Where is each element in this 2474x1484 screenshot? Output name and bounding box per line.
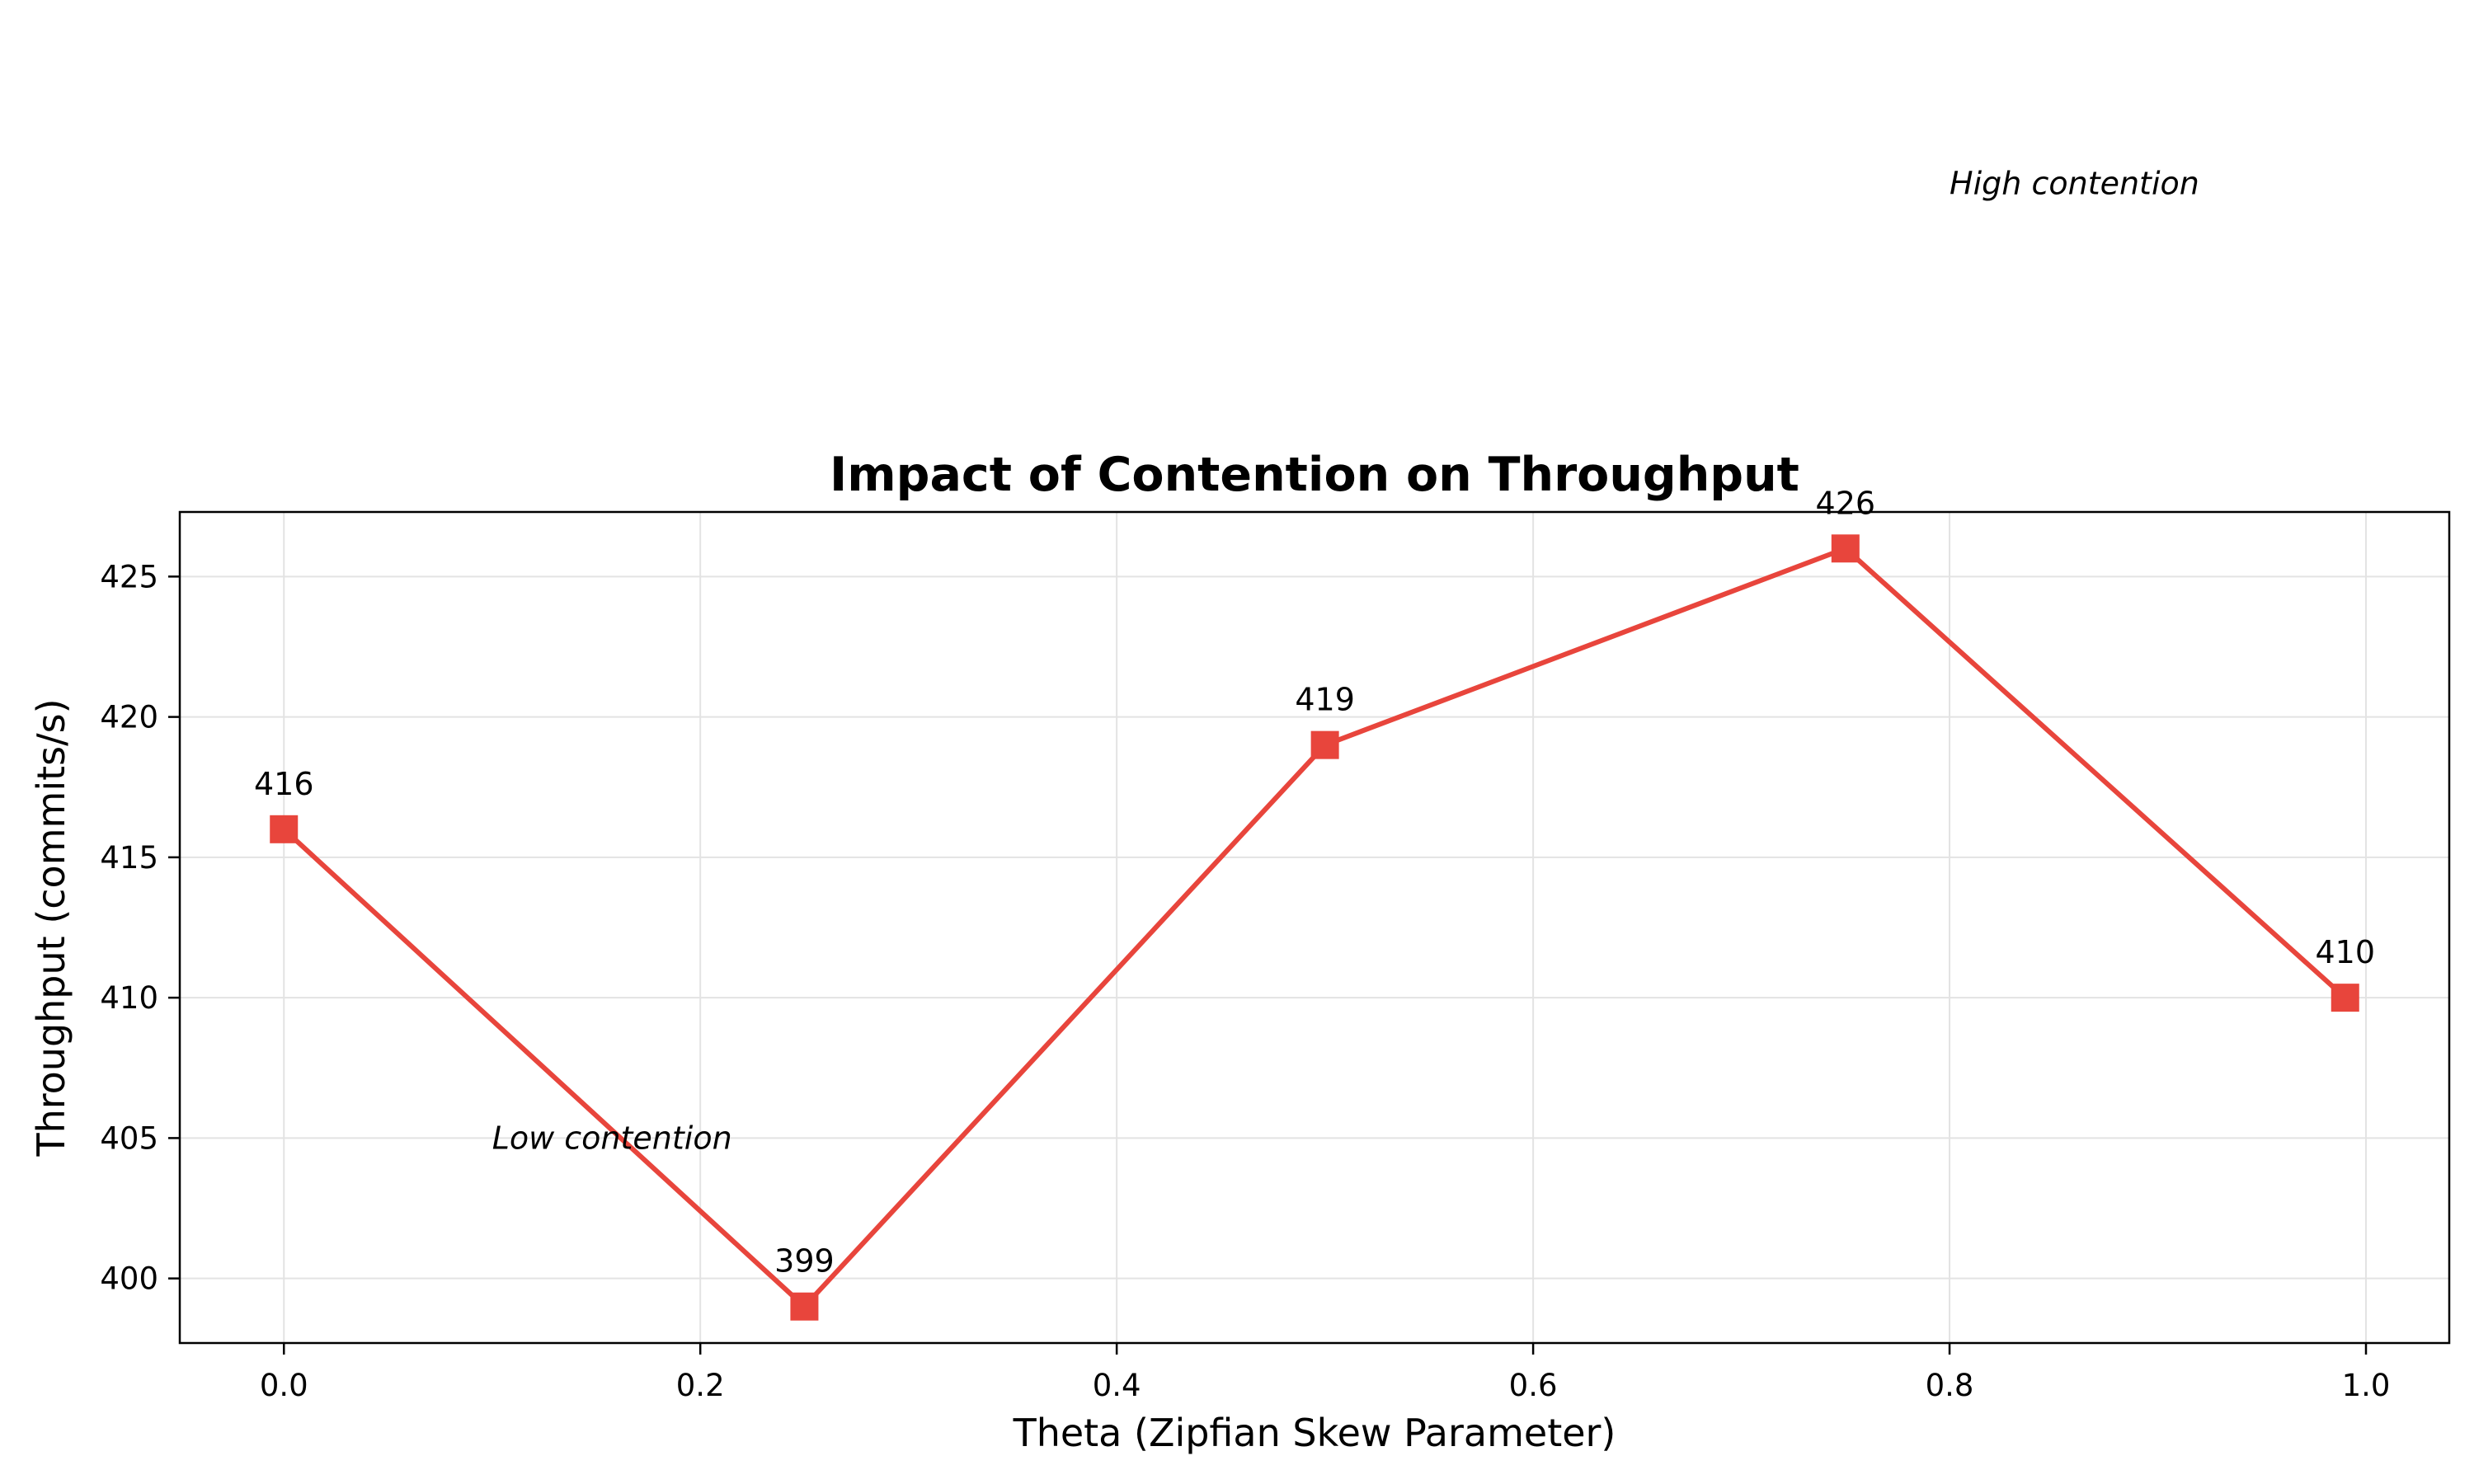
y-tick-label: 405 <box>100 1120 158 1156</box>
x-axis-label: Theta (Zipfian Skew Parameter) <box>1013 1411 1616 1455</box>
data-label: 410 <box>2315 934 2375 970</box>
grid-layer <box>180 512 2449 1343</box>
series-layer <box>270 534 2359 1321</box>
data-point-marker <box>1310 730 1339 759</box>
ticks-layer: 0.0 0.2 0.4 0.6 0.8 1.0 400 405 410 415 420 425 <box>100 559 2390 1403</box>
annotation-text: High contention <box>1950 166 2199 202</box>
x-tick-label: 0.8 <box>1926 1368 1974 1403</box>
data-point-marker <box>2331 984 2359 1012</box>
data-label: 399 <box>774 1243 835 1280</box>
x-tick-label: 0.2 <box>676 1368 725 1403</box>
x-tick-label: 0.6 <box>1509 1368 1558 1403</box>
annotations-layer: Low contention High contention <box>492 166 2199 1157</box>
y-tick-label: 420 <box>100 700 158 735</box>
data-point-marker <box>270 815 299 843</box>
y-tick-label: 410 <box>100 980 158 1016</box>
data-labels-layer: 416 399 419 426 410 <box>254 485 2375 1279</box>
data-label: 416 <box>254 766 314 802</box>
annotation-text: Low contention <box>492 1120 732 1156</box>
y-axis-label: Throughput (commits/s) <box>29 698 73 1157</box>
data-label: 419 <box>1295 682 1355 718</box>
data-point-marker <box>790 1292 819 1321</box>
plot-frame <box>178 510 2451 1345</box>
y-tick-label: 425 <box>100 559 158 594</box>
x-tick-label: 0.0 <box>260 1368 308 1403</box>
data-point-marker <box>1831 534 1860 563</box>
x-tick-label: 0.4 <box>1093 1368 1141 1403</box>
x-tick-label: 1.0 <box>2342 1368 2391 1403</box>
y-tick-label: 400 <box>100 1261 158 1297</box>
series-line <box>282 546 2347 1309</box>
data-label: 426 <box>1816 485 1876 521</box>
chart-title: Impact of Contention on Throughput <box>830 448 1799 502</box>
y-tick-label: 415 <box>100 840 158 876</box>
